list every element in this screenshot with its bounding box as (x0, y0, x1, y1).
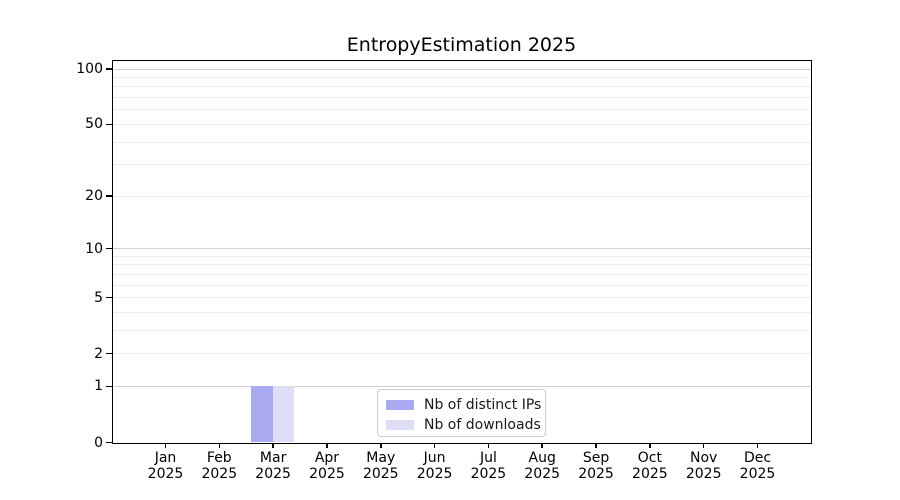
y-tick-label: 0 (94, 434, 103, 451)
x-tick-label: Jul 2025 (470, 450, 507, 482)
x-tick-label: Aug 2025 (524, 450, 561, 482)
gridline-minor (113, 264, 811, 266)
x-tick-label: Sep 2025 (578, 450, 614, 482)
y-tick-label: 10 (85, 240, 103, 257)
y-tick-label: 1 (94, 378, 103, 395)
legend-swatch-downloads (386, 420, 414, 430)
y-tick-mark (106, 352, 113, 355)
x-tick-label: Jun 2025 (416, 450, 453, 482)
legend-label-downloads: Nb of downloads (424, 417, 541, 433)
x-tick-label: Dec 2025 (739, 450, 776, 482)
gridline-minor (113, 329, 811, 331)
x-tick-mark (164, 442, 167, 448)
gridline-minor (113, 77, 811, 79)
y-tick-mark (106, 385, 113, 388)
x-tick-mark (756, 442, 759, 448)
gridline-minor (113, 141, 811, 143)
x-tick-label: Feb 2025 (201, 450, 238, 482)
gridline-minor (113, 353, 811, 355)
legend-item-distinct-ips: Nb of distinct IPs (386, 396, 541, 414)
y-tick-label: 2 (94, 345, 103, 362)
y-tick-mark (106, 195, 113, 197)
gridline-minor (113, 123, 811, 125)
gridline-major (113, 248, 811, 249)
gridline-minor (113, 86, 811, 88)
y-tick-label: 20 (85, 188, 103, 205)
x-tick-label: Nov 2025 (685, 450, 722, 482)
x-tick-mark (380, 442, 382, 448)
x-tick-mark (487, 442, 490, 448)
y-tick-mark (106, 68, 113, 70)
y-tick-label: 100 (76, 61, 103, 78)
gridline-minor (113, 284, 811, 286)
y-tick-mark (106, 247, 113, 250)
gridline-minor (113, 109, 811, 111)
x-tick-mark (433, 442, 436, 448)
x-tick-label: May 2025 (362, 450, 399, 482)
bar-nb-of-downloads-mar (272, 385, 295, 442)
gridline-minor (113, 311, 811, 313)
legend-item-downloads: Nb of downloads (386, 416, 541, 434)
gridline-major (113, 68, 811, 70)
x-tick-mark (595, 442, 597, 448)
x-tick-mark (702, 442, 705, 448)
gridline-minor (113, 164, 811, 166)
y-tick-mark (106, 296, 113, 299)
gridline-minor (113, 97, 811, 99)
gridline-minor (113, 255, 811, 257)
bar-nb-of-distinct-ips-mar (251, 385, 273, 442)
gridline-minor (113, 273, 811, 275)
x-tick-label: Jan 2025 (147, 450, 184, 482)
gridline-major (113, 385, 811, 387)
x-tick-mark (326, 442, 328, 448)
y-tick-label: 50 (85, 116, 103, 133)
x-tick-label: Apr 2025 (309, 450, 345, 482)
gridline-minor (113, 297, 811, 299)
x-tick-mark (649, 442, 651, 448)
chart-title: EntropyEstimation 2025 (346, 34, 577, 56)
gridline-minor (113, 195, 811, 197)
x-tick-mark (541, 442, 543, 448)
x-tick-mark (272, 442, 274, 448)
plot-area (112, 60, 812, 444)
legend-swatch-distinct-ips (386, 400, 414, 410)
x-tick-label: Mar 2025 (255, 450, 291, 482)
y-tick-mark (106, 123, 113, 126)
x-tick-mark (218, 442, 221, 448)
legend-label-distinct-ips: Nb of distinct IPs (424, 397, 542, 413)
legend: Nb of distinct IPs Nb of downloads (377, 389, 546, 437)
y-tick-label: 5 (94, 289, 103, 306)
x-tick-label: Oct 2025 (632, 450, 668, 482)
y-tick-mark (106, 441, 113, 444)
